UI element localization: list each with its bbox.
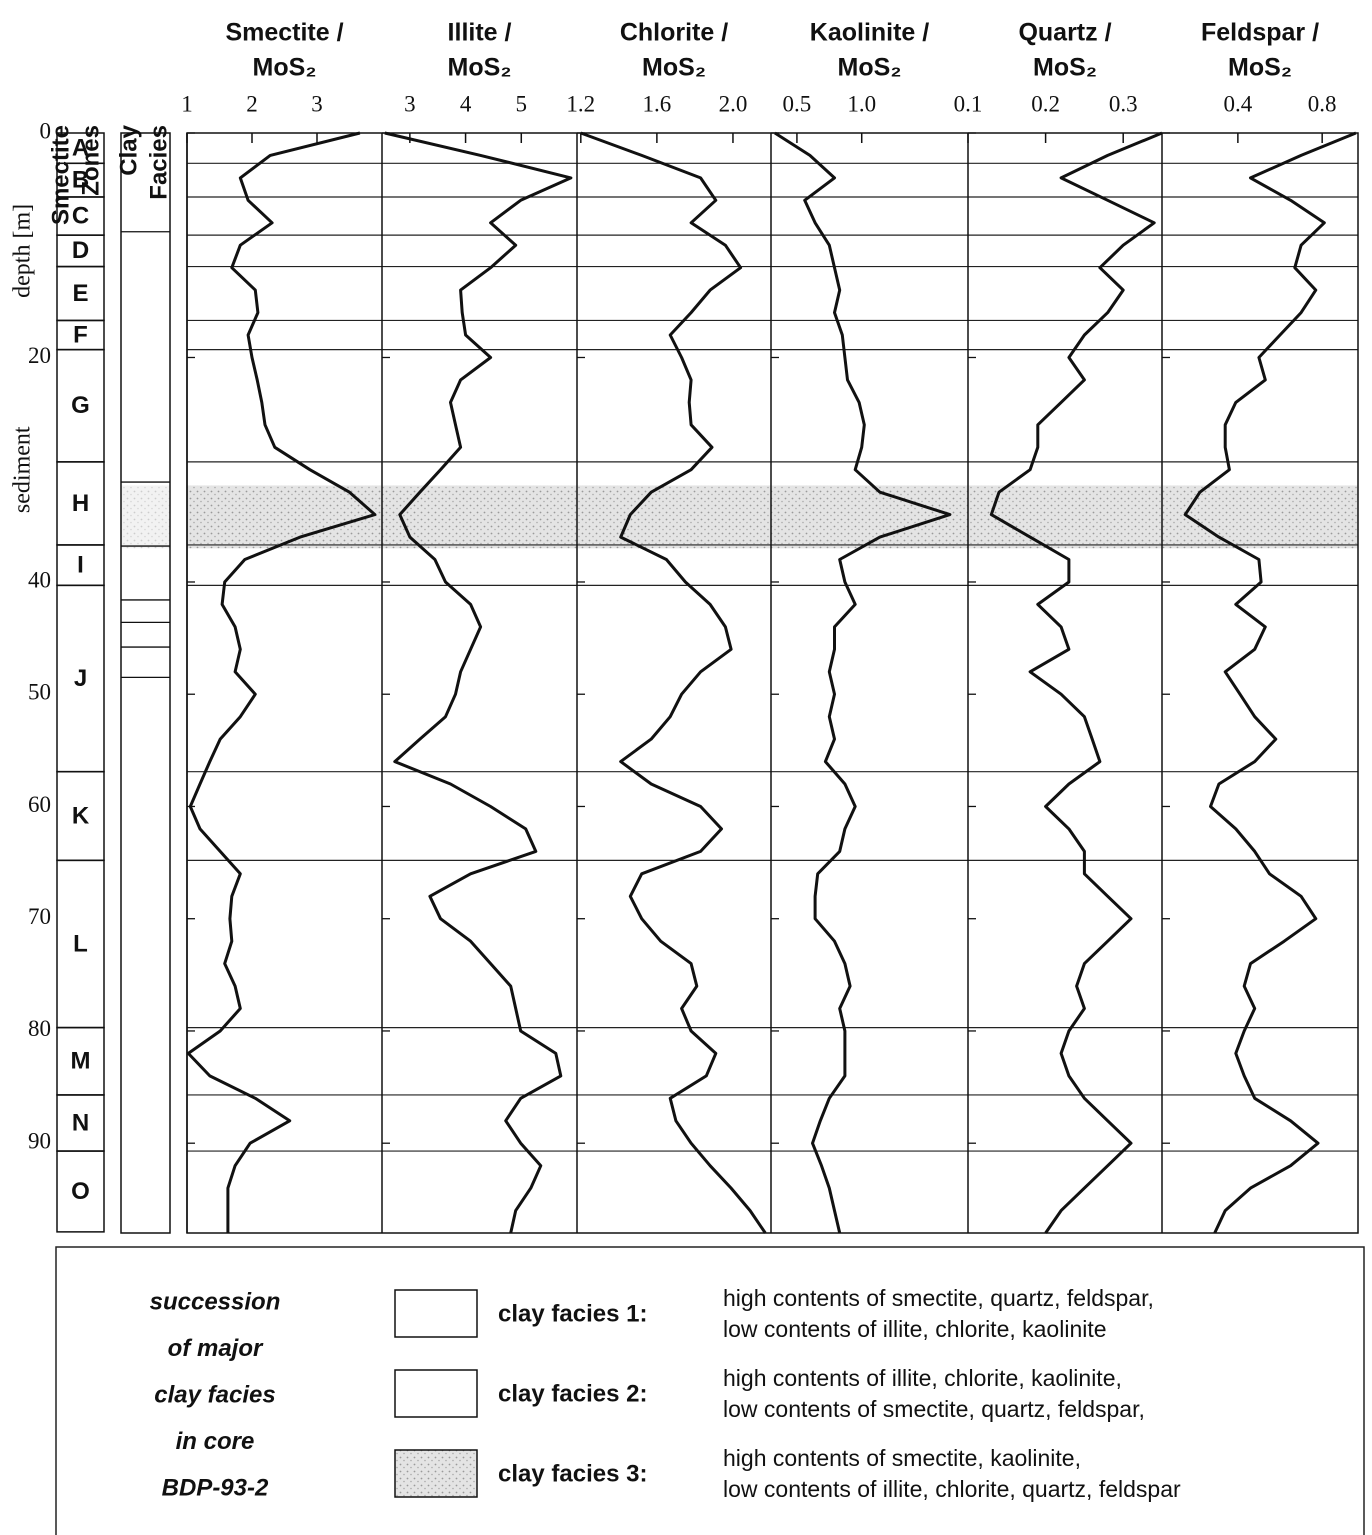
y-axis-label: depth [m] — [10, 204, 36, 298]
x-tick-label: 0.5 — [783, 91, 812, 116]
zone-label: J — [74, 665, 87, 692]
zone-label: K — [72, 802, 90, 829]
x-tick-label: 2.0 — [719, 91, 748, 116]
legend-description: high contents of smectite, kaolinite, — [723, 1445, 1081, 1471]
x-tick-label: 1 — [181, 91, 193, 116]
legend-box — [55, 1246, 1365, 1535]
legend-title: clay facies — [154, 1381, 275, 1408]
legend-description: low contents of illite, chlorite, kaolin… — [723, 1316, 1107, 1342]
x-tick-label: 0.8 — [1308, 91, 1337, 116]
legend-description: high contents of smectite, quartz, felds… — [723, 1285, 1154, 1311]
x-tick-label: 4 — [460, 91, 472, 116]
panel-title: Chlorite / — [620, 19, 728, 47]
zone-box — [56, 1150, 105, 1233]
facies-column — [120, 132, 171, 1234]
legend-title: succession — [150, 1288, 281, 1315]
legend-title: in core — [176, 1428, 255, 1455]
zone-label: N — [72, 1109, 89, 1136]
legend-swatch — [394, 1289, 478, 1338]
mineral-curve — [989, 131, 1163, 1234]
x-tick-label: 3 — [311, 91, 323, 116]
x-tick-label: 1.2 — [566, 91, 595, 116]
plot-frame — [186, 132, 1359, 1234]
x-tick-label: 0.1 — [954, 91, 983, 116]
column-header: Facies — [145, 125, 172, 200]
y-axis-label: sediment — [10, 426, 36, 513]
y-tick-label: 80 — [28, 1016, 51, 1041]
zone-label: G — [71, 392, 90, 419]
panel-title: MoS₂ — [1228, 54, 1292, 82]
x-tick-label: 0.3 — [1109, 91, 1138, 116]
panel-title: MoS₂ — [838, 54, 902, 82]
x-tick-label: 2 — [246, 91, 258, 116]
panel-title: MoS₂ — [1033, 54, 1097, 82]
zone-label: B — [72, 166, 89, 193]
panel-title: Quartz / — [1018, 19, 1111, 47]
y-tick-label: 90 — [28, 1128, 51, 1153]
legend-description: low contents of smectite, quartz, feldsp… — [723, 1396, 1145, 1422]
panel-title: MoS₂ — [253, 54, 317, 82]
y-tick-label: 60 — [28, 792, 51, 817]
legend-title: BDP-93-2 — [162, 1474, 269, 1501]
x-tick-label: 1.6 — [643, 91, 672, 116]
legend-swatch — [394, 1449, 478, 1498]
legend-label: clay facies 2: — [498, 1380, 647, 1407]
y-tick-label: 40 — [28, 567, 51, 592]
x-tick-label: 0.4 — [1223, 91, 1252, 116]
mineral-curve — [774, 131, 952, 1234]
legend-description: high contents of illite, chlorite, kaoli… — [723, 1365, 1122, 1391]
mineral-curve — [1183, 131, 1357, 1234]
mineral-curve — [384, 131, 573, 1234]
x-tick-label: 3 — [404, 91, 416, 116]
zone-label: M — [71, 1048, 91, 1075]
column-header: Clay — [115, 124, 142, 175]
zone-label: O — [71, 1178, 90, 1205]
panel-title: MoS₂ — [642, 54, 706, 82]
legend-label: clay facies 1: — [498, 1300, 647, 1327]
y-tick-label: 70 — [28, 904, 51, 929]
zone-label: E — [72, 280, 88, 307]
legend-swatch — [394, 1369, 478, 1418]
y-tick-label: 50 — [28, 680, 51, 705]
zone-label: A — [72, 134, 89, 161]
panel-title: Smectite / — [225, 19, 343, 47]
legend-title: of major — [168, 1335, 264, 1362]
x-tick-label: 0.2 — [1031, 91, 1060, 116]
panel-title: Kaolinite / — [810, 19, 930, 47]
panel-title: MoS₂ — [448, 54, 512, 82]
column-header: Smectite — [47, 125, 74, 225]
facies-3-cell — [121, 485, 170, 549]
zone-label: C — [72, 202, 89, 229]
legend-label: clay facies 3: — [498, 1460, 647, 1487]
legend-description: low contents of illite, chlorite, quartz… — [723, 1476, 1181, 1502]
zone-label: L — [73, 930, 88, 957]
zone-label: F — [73, 321, 88, 348]
y-tick-label: 20 — [28, 343, 51, 368]
zone-label: D — [72, 237, 89, 264]
x-tick-label: 1.0 — [847, 91, 876, 116]
x-tick-label: 5 — [516, 91, 528, 116]
mineral-curve — [580, 131, 767, 1234]
panel-title: Illite / — [448, 19, 512, 47]
zone-label: H — [72, 490, 89, 517]
column-header: Zones — [77, 125, 104, 196]
panel-title: Feldspar / — [1201, 19, 1319, 47]
mineral-curve — [186, 131, 377, 1233]
y-tick-label: 0 — [40, 118, 52, 143]
zone-label: I — [77, 551, 84, 578]
